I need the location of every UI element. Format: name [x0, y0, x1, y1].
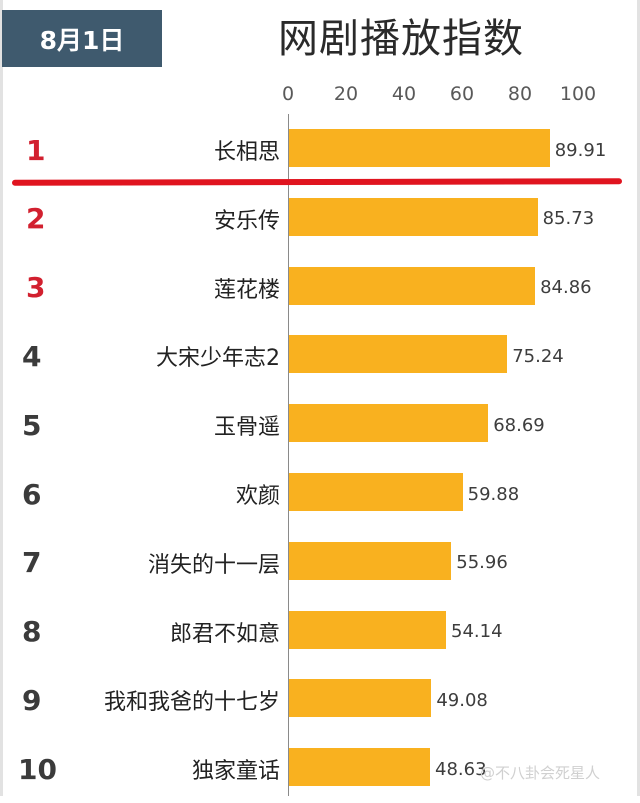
chart-row: 3 莲花楼 84.86: [0, 254, 640, 322]
date-badge: 8月1日: [2, 10, 162, 67]
chart-row: 5 玉骨遥 68.69: [0, 391, 640, 459]
frame-border-left: [0, 0, 3, 796]
value-label: 75.24: [512, 345, 564, 367]
axis-tick-label: 100: [559, 83, 597, 105]
drama-name: 我和我爸的十七岁: [103, 690, 280, 716]
bar: [289, 266, 536, 305]
rank-number: 1: [26, 133, 46, 167]
rank-number: 10: [18, 752, 57, 786]
chart-row: 2 安乐传 85.73: [0, 185, 640, 253]
drama-name: 安乐传: [213, 208, 280, 234]
chart-title: 网剧播放指数: [278, 16, 524, 62]
rank-number: 4: [22, 339, 42, 373]
rank-number: 2: [26, 202, 46, 236]
chart-row: 9 我和我爸的十七岁 49.08: [0, 666, 640, 734]
bar: [289, 404, 489, 443]
bar: [289, 335, 508, 374]
value-label: 59.88: [467, 483, 520, 505]
y-axis-line: [288, 114, 289, 796]
axis-tick-label: 60: [449, 83, 475, 105]
rank-number: 3: [26, 271, 46, 305]
axis-tick-label: 40: [391, 83, 417, 105]
watermark: @不八卦会死星人: [480, 764, 601, 782]
axis-tick-label: 0: [281, 83, 295, 105]
rank-number: 7: [22, 546, 42, 580]
chart-row: 1 长相思 89.91: [0, 116, 640, 184]
value-label: 55.96: [456, 552, 508, 574]
chart-row: 10 独家童话 48.63: [0, 735, 640, 803]
drama-name: 大宋少年志2: [156, 346, 280, 372]
value-label: 68.69: [493, 414, 545, 436]
bar: [289, 197, 538, 236]
value-label: 49.08: [436, 689, 488, 711]
value-label: 85.73: [542, 208, 595, 230]
bar: [289, 679, 432, 718]
value-label: 48.63: [435, 758, 487, 780]
axis-tick-label: 20: [333, 83, 359, 105]
frame-border-right: [637, 0, 640, 796]
rank-number: 5: [22, 408, 42, 442]
rank-number: 9: [22, 683, 42, 717]
drama-name: 莲花楼: [213, 277, 280, 303]
value-label: 84.86: [540, 277, 592, 299]
value-label: 54.14: [451, 621, 503, 643]
bar: [289, 473, 463, 511]
drama-name: 消失的十一层: [147, 552, 280, 578]
value-label: 89.91: [554, 139, 607, 161]
drama-name: 欢颜: [235, 484, 280, 509]
bar: [289, 610, 446, 649]
drama-name: 郎君不如意: [169, 621, 280, 647]
drama-name: 独家童话: [191, 759, 280, 785]
bar: [289, 541, 452, 580]
chart-row: 8 郎君不如意 54.14: [0, 598, 640, 666]
rank-number: 6: [22, 477, 42, 511]
bar: [289, 129, 550, 167]
chart-row: 6 欢颜 59.88: [0, 460, 640, 528]
chart-row: 4 大宋少年志2 75.24: [0, 322, 640, 390]
drama-name: 长相思: [213, 140, 280, 165]
bar: [289, 748, 431, 787]
chart-row: 7 消失的十一层 55.96: [0, 529, 640, 597]
rank-number: 8: [22, 615, 42, 649]
axis-tick-label: 80: [507, 83, 533, 105]
drama-name: 玉骨遥: [213, 415, 280, 441]
